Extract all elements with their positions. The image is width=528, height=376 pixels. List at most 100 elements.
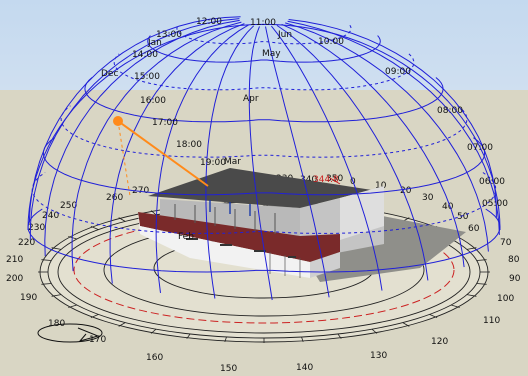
month-arc	[113, 53, 415, 91]
hour-label: 11:00	[250, 18, 276, 28]
compass-tick	[51, 294, 62, 297]
azimuth-label: 230	[28, 223, 45, 233]
azimuth-label: 140	[296, 363, 313, 373]
azimuth-label: 50	[457, 212, 469, 222]
hour-curve	[29, 18, 240, 240]
azimuth-label: 190	[20, 293, 37, 303]
month-arc	[60, 105, 468, 158]
compass-tick	[476, 283, 487, 285]
hour-curve	[248, 26, 273, 301]
month-label: Jan	[147, 38, 162, 48]
hour-label: 15:00	[134, 72, 160, 82]
hour-label: 10:00	[318, 37, 344, 47]
azimuth-label: 70	[500, 238, 512, 248]
hour-curve	[71, 21, 242, 272]
compass-tick	[371, 328, 378, 334]
building-roof	[138, 212, 340, 262]
compass-tick	[186, 333, 191, 339]
compass-tick	[41, 283, 52, 285]
azimuth-label: 130	[370, 351, 387, 361]
month-arc	[84, 77, 444, 123]
sun-path-dome	[27, 16, 501, 301]
month-label: Apr	[243, 94, 259, 104]
compass-tick	[41, 259, 52, 261]
compass-tick	[118, 322, 126, 327]
hour-label: 13:00	[156, 30, 182, 40]
azimuth-label: 180	[48, 319, 65, 329]
compass-tick	[90, 226, 99, 230]
azimuth-label: 20	[400, 186, 412, 196]
month-label: Feb	[178, 232, 194, 242]
azimuth-label: 120	[431, 337, 448, 347]
azimuth-label: 60	[468, 224, 480, 234]
sun-icon	[113, 116, 123, 126]
month-arc	[147, 35, 381, 63]
compass-tick	[68, 304, 78, 308]
azimuth-label: 80	[508, 255, 520, 265]
azimuth-label: 340	[300, 175, 317, 185]
hour-label: 09:00	[385, 67, 411, 77]
azimuth-label: 200	[6, 274, 23, 284]
compass-tick	[150, 210, 157, 216]
sun-position	[113, 116, 209, 197]
hour-curve	[265, 26, 330, 298]
azimuth-label: 250	[60, 201, 77, 211]
month-arc	[31, 172, 497, 234]
azimuth-label: 40	[442, 202, 454, 212]
azimuth-label: 10	[375, 181, 387, 191]
month-label: Mar	[224, 157, 241, 167]
month-label: Jun	[277, 30, 292, 40]
compass-tick	[402, 322, 410, 327]
sun-ray-projection	[117, 120, 131, 197]
compass-tick	[51, 247, 62, 250]
building-roof-upper	[148, 168, 372, 208]
compass-tick	[90, 314, 99, 318]
compass-tick	[301, 336, 304, 343]
compass-tick	[450, 304, 460, 308]
compass-tick	[118, 217, 126, 222]
hour-label: 16:00	[140, 96, 166, 106]
azimuth-label: 150	[220, 364, 237, 374]
compass-orientation-icon	[37, 323, 103, 343]
hour-label: 14:00	[132, 50, 158, 60]
compass-tick	[429, 314, 438, 318]
compass-tick	[150, 328, 157, 334]
dome-outline	[27, 23, 501, 231]
building-model	[138, 168, 384, 278]
azimuth-label: 160	[146, 353, 163, 363]
hour-label: 17:00	[152, 118, 178, 128]
hour-label: 18:00	[176, 140, 202, 150]
azimuth-label: 30	[422, 193, 434, 203]
hour-curve	[281, 23, 465, 268]
north-marker-line	[329, 177, 341, 185]
hour-labels: 12:00 11:00 13:00 10:00 14:00 09:00 15:0…	[132, 17, 508, 209]
hour-curve	[271, 25, 383, 291]
hour-curve	[28, 16, 241, 223]
month-label: May	[262, 49, 281, 59]
sun-ray	[117, 120, 209, 187]
month-labels: Jun May Apr Mar Feb Jan Dec	[101, 30, 292, 242]
azimuth-readout: 344.8	[313, 175, 339, 185]
hour-curve	[276, 24, 429, 281]
hour-curve	[109, 23, 245, 284]
hour-label: 07:00	[467, 143, 493, 153]
azimuth-labels: 0 10 20 30 40 50 60 70 80 90 100 110 120…	[6, 174, 521, 374]
hour-label: 05:00	[482, 199, 508, 209]
hour-label: 06:00	[479, 177, 505, 187]
sky-background	[0, 0, 528, 90]
building-end-wall-light	[340, 186, 384, 240]
hour-label: 19:00	[200, 158, 226, 168]
compass-tick	[466, 247, 477, 250]
azimuth-label: 110	[483, 316, 500, 326]
azimuth-label: 210	[6, 255, 23, 265]
month-arc	[42, 137, 486, 196]
azimuth-label: 240	[42, 211, 59, 221]
azimuth-label: 90	[509, 274, 521, 284]
azimuth-label: 350	[326, 174, 343, 184]
compass-tick	[466, 294, 477, 297]
hour-curve	[287, 20, 500, 235]
hour-curve	[288, 19, 497, 218]
compass-tick	[337, 333, 342, 339]
azimuth-label: 220	[18, 238, 35, 248]
